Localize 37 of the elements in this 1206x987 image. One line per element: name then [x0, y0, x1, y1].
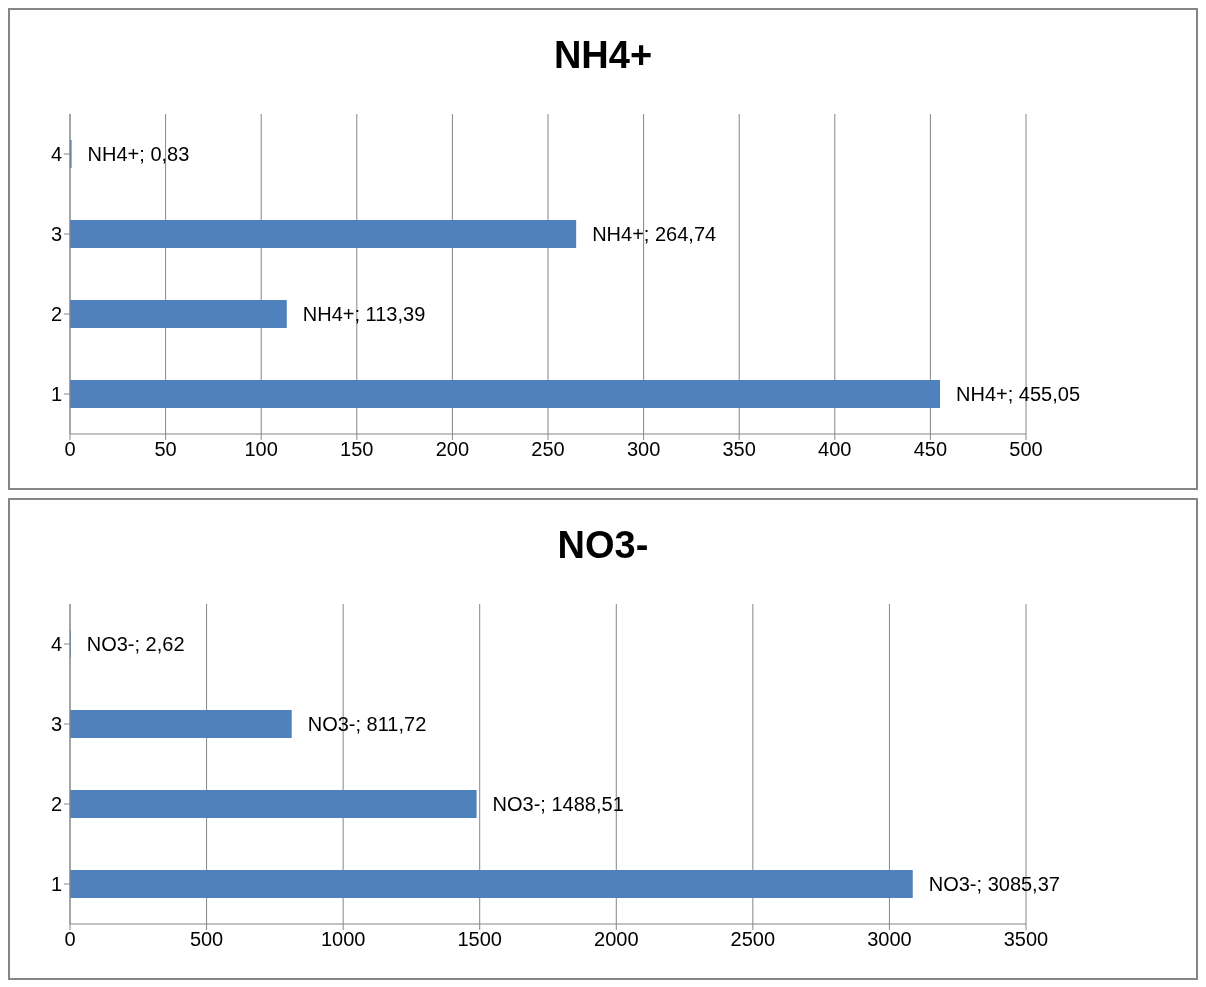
x-tick-label: 300	[626, 438, 661, 461]
x-tick-label: 200	[435, 438, 470, 461]
x-tick-label: 3000	[867, 928, 912, 951]
x-tick-label: 2500	[730, 928, 776, 951]
x-tick-label: 250	[531, 438, 565, 461]
x-tick-label: 500	[189, 928, 224, 951]
chart-title: NH4+	[552, 33, 654, 78]
y-tick-label: 1	[50, 383, 62, 406]
x-tick-label: 450	[913, 438, 948, 461]
x-tick-label: 0	[64, 438, 76, 461]
data-label: NO3-; 811,72	[307, 713, 427, 735]
data-label: NH4+; 455,05	[956, 383, 1081, 405]
x-tick-label: 100	[244, 438, 278, 461]
x-tick-label: 400	[818, 438, 852, 461]
data-label: NH4+; 0,83	[87, 143, 190, 165]
data-label: NO3-; 3085,37	[928, 873, 1060, 895]
y-tick-label: 3	[50, 223, 62, 246]
y-tick-label: 1	[50, 873, 62, 896]
x-tick-label: 0	[64, 928, 76, 951]
y-tick-label: 2	[50, 303, 62, 326]
x-tick-label: 500	[1009, 438, 1043, 461]
data-label: NH4+; 113,39	[302, 303, 426, 325]
x-tick-label: 1500	[457, 928, 502, 951]
y-tick-label: 2	[50, 793, 62, 816]
y-tick-label: 4	[50, 143, 62, 166]
data-label: NO3-; 1488,51	[492, 793, 624, 815]
x-tick-label: 2000	[594, 928, 639, 951]
chart-title: NO3-	[556, 523, 650, 568]
y-tick-label: 3	[50, 713, 62, 736]
x-tick-label: 350	[722, 438, 756, 461]
x-tick-label: 50	[154, 438, 177, 461]
y-tick-label: 4	[50, 633, 62, 656]
x-tick-label: 1000	[320, 928, 366, 951]
x-tick-label: 3500	[1003, 928, 1049, 951]
data-label: NH4+; 264,74	[592, 223, 717, 245]
x-tick-label: 150	[340, 438, 374, 461]
data-label: NO3-; 2,62	[86, 633, 185, 655]
